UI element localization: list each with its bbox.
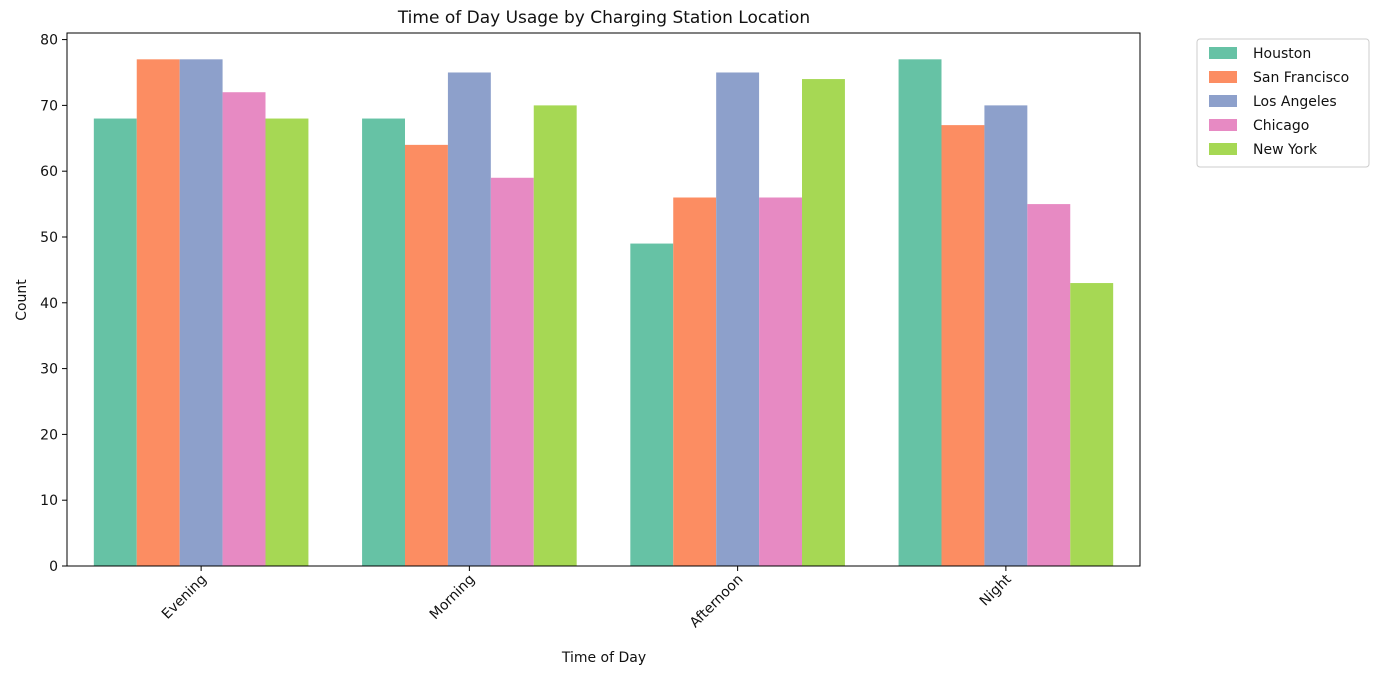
legend-swatch bbox=[1209, 47, 1237, 59]
y-tick-label: 60 bbox=[40, 164, 58, 180]
bar bbox=[673, 197, 717, 567]
bar bbox=[533, 105, 577, 566]
bar bbox=[1027, 204, 1071, 566]
legend-label: New York bbox=[1253, 142, 1318, 158]
y-tick-label: 0 bbox=[49, 559, 58, 575]
bar bbox=[941, 125, 985, 566]
legend: Houston San Francisco Los Angeles Chicago Ne… bbox=[1196, 38, 1370, 168]
bar bbox=[759, 197, 803, 567]
x-tick-label: Evening bbox=[159, 572, 210, 623]
bars-group bbox=[93, 59, 1114, 567]
legend-label: Chicago bbox=[1253, 118, 1309, 134]
x-tick-label: Night bbox=[977, 571, 1015, 609]
bar bbox=[898, 59, 942, 567]
y-axis-label: Count bbox=[14, 279, 30, 321]
legend-swatch bbox=[1209, 71, 1237, 83]
y-tick-label: 80 bbox=[40, 33, 58, 49]
legend-swatch bbox=[1209, 95, 1237, 107]
bar bbox=[1070, 283, 1114, 566]
bar bbox=[93, 118, 137, 566]
bar bbox=[984, 105, 1028, 566]
y-tick-label: 10 bbox=[40, 493, 58, 509]
bar bbox=[136, 59, 180, 567]
bar bbox=[179, 59, 223, 567]
y-tick-label: 50 bbox=[40, 230, 58, 246]
legend-label: San Francisco bbox=[1253, 70, 1349, 86]
x-axis-label: Time of Day bbox=[561, 650, 646, 666]
bar bbox=[716, 72, 760, 567]
x-axis: Evening Morning Afternoon Night bbox=[159, 566, 1015, 631]
legend-box bbox=[1196, 38, 1370, 168]
bar bbox=[490, 177, 534, 566]
bar bbox=[265, 118, 309, 566]
y-tick-label: 20 bbox=[40, 427, 58, 443]
legend-swatch bbox=[1209, 119, 1237, 131]
chart-title: Time of Day Usage by Charging Station Lo… bbox=[397, 8, 810, 28]
y-tick-label: 30 bbox=[40, 362, 58, 378]
bar bbox=[802, 79, 845, 566]
y-axis: 0 10 20 30 40 50 60 70 80 bbox=[40, 33, 67, 575]
bar bbox=[222, 92, 266, 566]
y-tick-label: 40 bbox=[40, 296, 58, 312]
y-tick-label: 70 bbox=[40, 98, 58, 114]
bar bbox=[404, 144, 448, 566]
x-tick-label: Morning bbox=[427, 572, 478, 623]
bar bbox=[447, 72, 491, 567]
bar bbox=[630, 243, 674, 566]
legend-label: Los Angeles bbox=[1253, 94, 1337, 110]
legend-label: Houston bbox=[1253, 46, 1311, 62]
plot-frame bbox=[66, 32, 1141, 567]
bar bbox=[362, 118, 405, 566]
x-tick-label: Afternoon bbox=[687, 572, 747, 632]
legend-swatch bbox=[1209, 143, 1237, 155]
